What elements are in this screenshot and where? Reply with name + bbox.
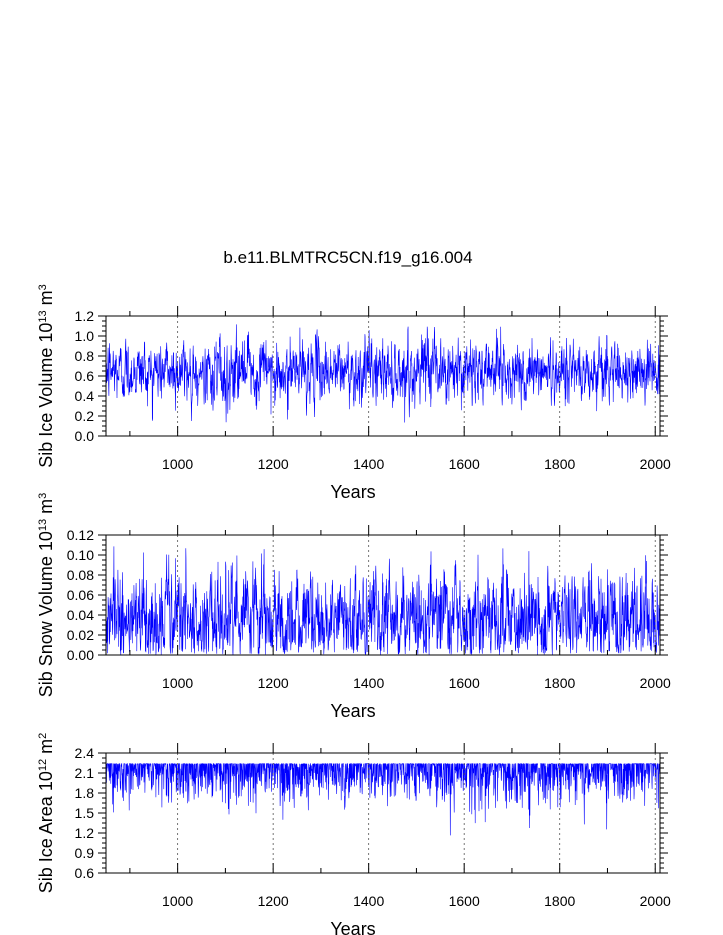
chart-ice-area: 1000 1200 1400 1600 1800 2000 0.6 0.9 1.2 1.5 1.8 2… [36,733,671,935]
ytick-label-ice-volume-0: 0.0 [75,428,95,444]
xtick-label-ice-area-2: 1400 [353,893,384,909]
ytick-label-snow-volume-0: 0.00 [67,647,94,663]
yaxis-label-exp2-ice-area: 2 [37,733,49,739]
yaxis-label-exp1-ice-volume: 13 [37,310,49,322]
ytick-label-ice-area-6: 2.4 [75,745,95,761]
xaxis-label-snow-volume: Years [330,701,375,721]
ytick-label-ice-area-0: 0.6 [75,865,95,881]
yaxis-label-snow-volume: Sib Snow Volume 1013 m3 [36,493,56,697]
ytick-label-ice-volume-1: 0.2 [75,408,95,424]
ytick-label-ice-volume-3: 0.6 [75,368,95,384]
xtick-label-ice-area-1: 1200 [258,893,289,909]
yaxis-label-ice-volume: Sib Ice Volume 1013 m3 [36,284,56,467]
yaxis-label-base-ice-area: Sib Ice Area 10 [36,771,56,893]
ytick-label-ice-area-1: 0.9 [75,845,95,861]
yaxis-label-mid-ice-area: m [36,739,56,759]
ytick-label-snow-volume-5: 0.10 [67,547,94,563]
ytick-label-ice-area-3: 1.5 [75,805,95,821]
figure-title: b.e11.BLMTRC5CN.f19_g16.004 [223,248,472,267]
yaxis-label-mid-snow-volume: m [36,499,56,519]
xtick-label-ice-volume-4: 1800 [544,456,575,472]
chart-panels: 1000 1200 1400 1600 1800 2000 0.0 0.2 0.4 0.6 0.8 1… [36,284,671,935]
ytick-label-snow-volume-6: 0.12 [67,527,94,543]
xaxis-label-ice-area: Years [330,919,375,935]
yaxis-label-ice-area: Sib Ice Area 1012 m2 [36,733,56,893]
ytick-label-snow-volume-4: 0.08 [67,567,94,583]
xtick-label-ice-volume-1: 1200 [258,456,289,472]
ytick-label-ice-area-2: 1.2 [75,825,95,841]
ytick-label-ice-volume-2: 0.4 [75,388,95,404]
yaxis-label-mid-ice-volume: m [36,290,56,310]
ytick-label-ice-area-4: 1.8 [75,785,95,801]
xtick-label-snow-volume-4: 1800 [544,675,575,691]
chart-ice-volume: 1000 1200 1400 1600 1800 2000 0.0 0.2 0.4 0.6 0.8 1… [36,284,671,502]
ytick-label-ice-area-5: 2.1 [75,765,95,781]
xtick-label-ice-area-4: 1800 [544,893,575,909]
xtick-label-snow-volume-5: 2000 [640,675,671,691]
xtick-label-snow-volume-2: 1400 [353,675,384,691]
xtick-label-ice-volume-5: 2000 [640,456,671,472]
xtick-label-snow-volume-3: 1600 [449,675,480,691]
yaxis-label-exp2-ice-volume: 3 [37,284,49,290]
xaxis-label-ice-volume: Years [330,482,375,502]
series-line-ice-volume [106,324,660,423]
series-line-ice-area [106,762,660,836]
xtick-label-ice-volume-3: 1600 [449,456,480,472]
ytick-label-ice-volume-5: 1.0 [75,328,95,344]
ytick-label-snow-volume-2: 0.04 [67,607,94,623]
ytick-label-ice-volume-6: 1.2 [75,308,95,324]
ytick-label-snow-volume-1: 0.02 [67,627,94,643]
series-line-snow-volume [106,546,660,655]
xtick-label-snow-volume-0: 1000 [162,675,193,691]
yaxis-label-exp2-snow-volume: 3 [37,493,49,499]
chart-snow-volume: 1000 1200 1400 1600 1800 2000 0.00 0.02 0.04 0.06… [36,493,671,721]
yaxis-label-exp1-snow-volume: 13 [37,519,49,531]
ytick-label-snow-volume-3: 0.06 [67,587,94,603]
xtick-label-snow-volume-1: 1200 [258,675,289,691]
yaxis-label-exp1-ice-area: 12 [37,759,49,771]
xtick-label-ice-area-0: 1000 [162,893,193,909]
xtick-label-ice-area-5: 2000 [640,893,671,909]
yaxis-label-base-snow-volume: Sib Snow Volume 10 [36,531,56,697]
xtick-label-ice-volume-0: 1000 [162,456,193,472]
xtick-label-ice-volume-2: 1400 [353,456,384,472]
ytick-label-ice-volume-4: 0.8 [75,348,95,364]
xtick-label-ice-area-3: 1600 [449,893,480,909]
yaxis-label-base-ice-volume: Sib Ice Volume 10 [36,323,56,468]
